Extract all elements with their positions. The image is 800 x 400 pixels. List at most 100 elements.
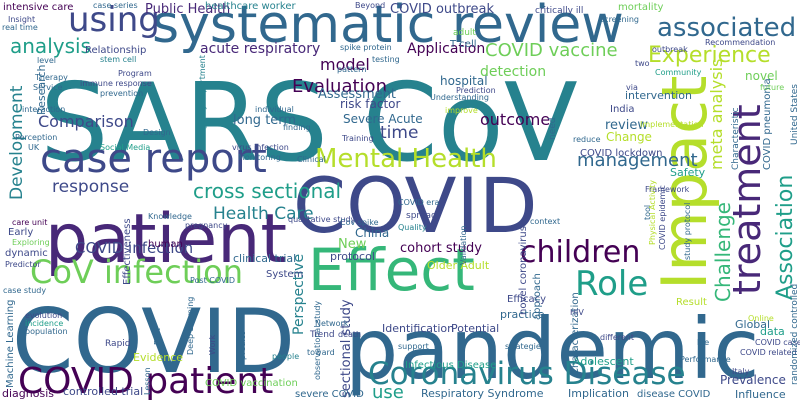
word: outcome — [480, 110, 550, 129]
word: case series — [93, 1, 138, 10]
word: Community — [655, 68, 702, 77]
word: Work — [208, 334, 217, 355]
word: virus infection — [232, 143, 289, 152]
word: Implementation — [640, 120, 704, 129]
word: Comparison — [38, 112, 134, 131]
word: Influence — [735, 388, 786, 400]
word: Characteristic — [731, 107, 741, 170]
word: Infectious Disease — [405, 360, 496, 371]
word: time — [380, 123, 418, 143]
word: Understanding — [430, 93, 489, 102]
word: COVID infection — [75, 239, 193, 257]
word: protocol — [330, 250, 375, 263]
word: COVID — [12, 290, 295, 393]
word: Exploring — [12, 238, 50, 247]
word: evolution — [25, 311, 62, 320]
word: Safety — [670, 166, 706, 179]
word: adult — [453, 28, 476, 38]
word: Respiratory Syndrome — [421, 387, 544, 400]
word: healthcare worker — [205, 1, 296, 12]
word: Monitoring — [238, 153, 281, 162]
word: immune response — [80, 79, 152, 88]
word: acute respiratory — [200, 41, 320, 57]
word: data — [760, 325, 785, 338]
word: pandemic — [345, 300, 759, 398]
word: CoV infection — [30, 253, 243, 291]
word: COVID — [293, 161, 537, 250]
word: Recommendation — [705, 38, 775, 47]
word: Effectiveness — [122, 218, 133, 285]
word: diagnosis — [2, 387, 54, 400]
word: Performance — [680, 355, 731, 364]
word: outbreak — [652, 45, 688, 54]
word: Experience — [648, 43, 771, 68]
word: Online — [748, 314, 774, 323]
word: Research — [35, 65, 48, 115]
word: risk factor — [340, 97, 401, 111]
word: Knowledge — [148, 212, 192, 221]
word: screening — [600, 15, 639, 24]
word: intensive care — [3, 2, 73, 13]
word: detection — [480, 64, 546, 80]
word: Prevalence — [720, 373, 786, 387]
word: qualitative study — [288, 215, 356, 224]
word: analysis — [10, 34, 91, 58]
word: severe COVID — [295, 389, 364, 400]
word: controlled trial — [63, 385, 143, 398]
word: COVID pneumonia — [762, 78, 773, 170]
word: Quality — [398, 223, 427, 232]
word: China — [355, 226, 389, 240]
word: randomized controlled — [790, 284, 800, 385]
word: use — [372, 382, 404, 400]
word: Social Media — [100, 143, 150, 152]
word: toward — [307, 348, 335, 357]
word: Evidence — [133, 351, 183, 364]
word: practice — [500, 308, 545, 321]
word: COVID outbreak — [390, 2, 495, 17]
word: Machine Learning — [5, 300, 16, 388]
word: Older Adult — [427, 259, 490, 272]
word: two — [635, 59, 650, 68]
word: Relationship — [85, 45, 146, 56]
word: support — [398, 342, 429, 351]
word: population — [25, 327, 68, 336]
word: via — [626, 83, 638, 92]
word: Physical Activity — [648, 180, 657, 245]
word: cohort study — [400, 241, 482, 256]
word: associated — [657, 13, 796, 43]
word: Result — [676, 297, 707, 308]
word: Beyond — [355, 1, 385, 10]
word: model — [320, 55, 370, 74]
word: observational study — [313, 301, 322, 380]
word: spread — [406, 211, 437, 221]
word: System — [266, 269, 303, 280]
word: Development — [7, 85, 27, 200]
word: Predictor — [5, 260, 41, 269]
word: Cov spike — [340, 218, 379, 227]
word: systematic review — [152, 0, 624, 55]
word: critically ill — [535, 6, 583, 16]
word: Assessment — [318, 87, 396, 102]
word: people — [272, 352, 299, 361]
word: disease COVID — [637, 389, 711, 400]
word: COVID vaccine — [485, 40, 618, 61]
word: COVID vaccination — [205, 378, 298, 389]
word: Insight — [8, 15, 35, 24]
word: India — [610, 104, 635, 115]
word: tool — [643, 205, 652, 220]
word: UK — [28, 143, 40, 152]
word: Perspective — [291, 254, 307, 335]
word: Prediction — [456, 86, 496, 95]
word: individual — [255, 105, 294, 114]
word: Deep Learning — [186, 297, 195, 355]
word: Challenge — [711, 202, 735, 302]
word: context — [530, 217, 560, 226]
word: Implication — [568, 387, 629, 400]
word: Validation — [459, 225, 468, 265]
word: emergency department — [198, 55, 207, 150]
word: long term — [233, 113, 296, 128]
word: cross sectional — [193, 179, 341, 203]
word: HIV — [570, 308, 584, 317]
